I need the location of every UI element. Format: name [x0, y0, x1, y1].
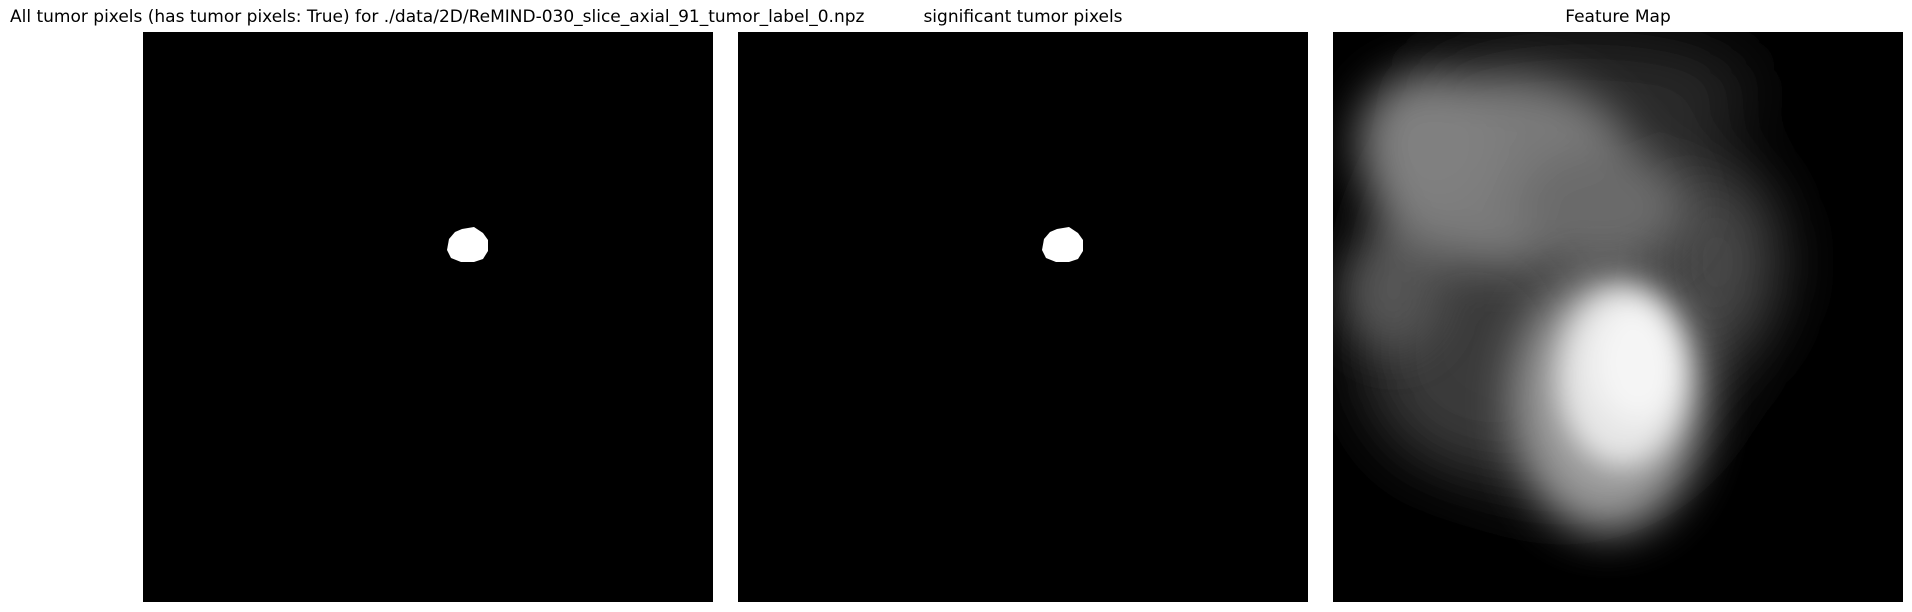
tumor-mask-image — [143, 32, 713, 602]
panel-title-feature-map: Feature Map — [1565, 7, 1671, 27]
significant-tumor-blob — [1042, 227, 1083, 262]
panel-title-significant-tumor-pixels: significant tumor pixels — [923, 7, 1123, 27]
feature-map-image — [1333, 32, 1903, 602]
significant-tumor-mask-image — [738, 32, 1308, 602]
panel-title-all-tumor-pixels: All tumor pixels (has tumor pixels: True… — [10, 7, 865, 27]
tumor-blob — [447, 227, 488, 262]
